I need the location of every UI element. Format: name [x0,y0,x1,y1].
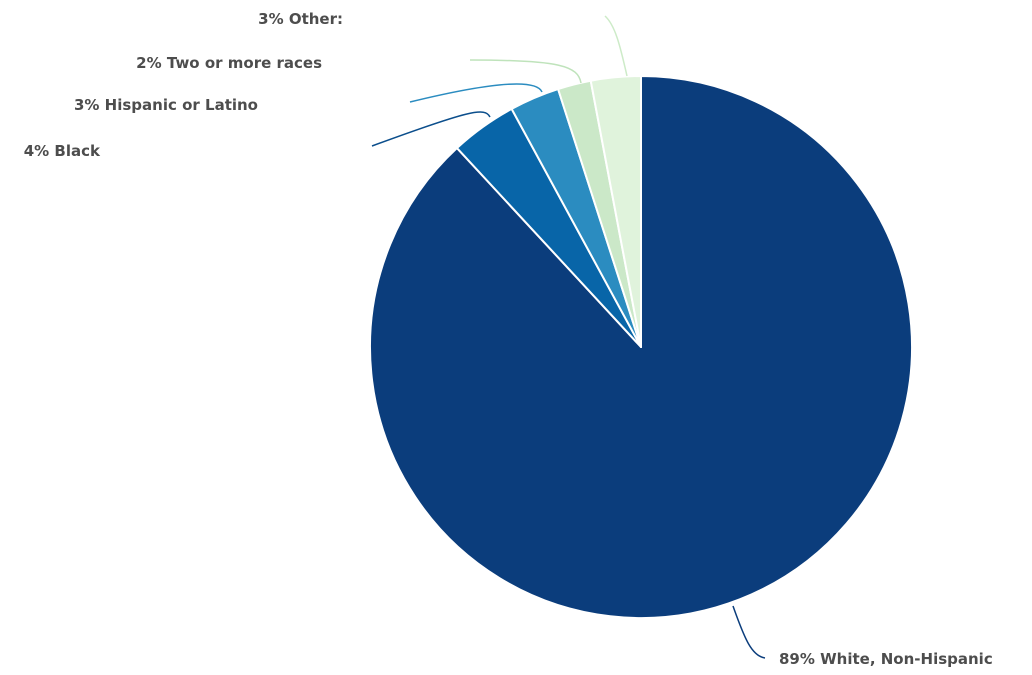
data-label-hispanic-or-latino: 3% Hispanic or Latino [74,96,258,114]
data-label-black: 4% Black [24,142,101,160]
leader-line-white-non-hispanic [732,605,766,659]
data-label-white-non-hispanic: 89% White, Non-Hispanic [779,650,993,668]
leader-line-hispanic-or-latino [409,83,543,103]
leader-lines [371,15,766,659]
pie-slice-other [589,75,642,348]
leader-line-other [604,15,628,77]
data-labels: 89% White, Non-Hispanic 4% Black 3% Hispan… [24,10,993,668]
leader-line-two-or-more-races [469,59,582,84]
pie-slices [369,75,913,619]
leader-line-black [371,111,491,147]
data-label-two-or-more-races: 2% Two or more races [136,54,322,72]
data-label-other: 3% Other: [258,10,343,28]
